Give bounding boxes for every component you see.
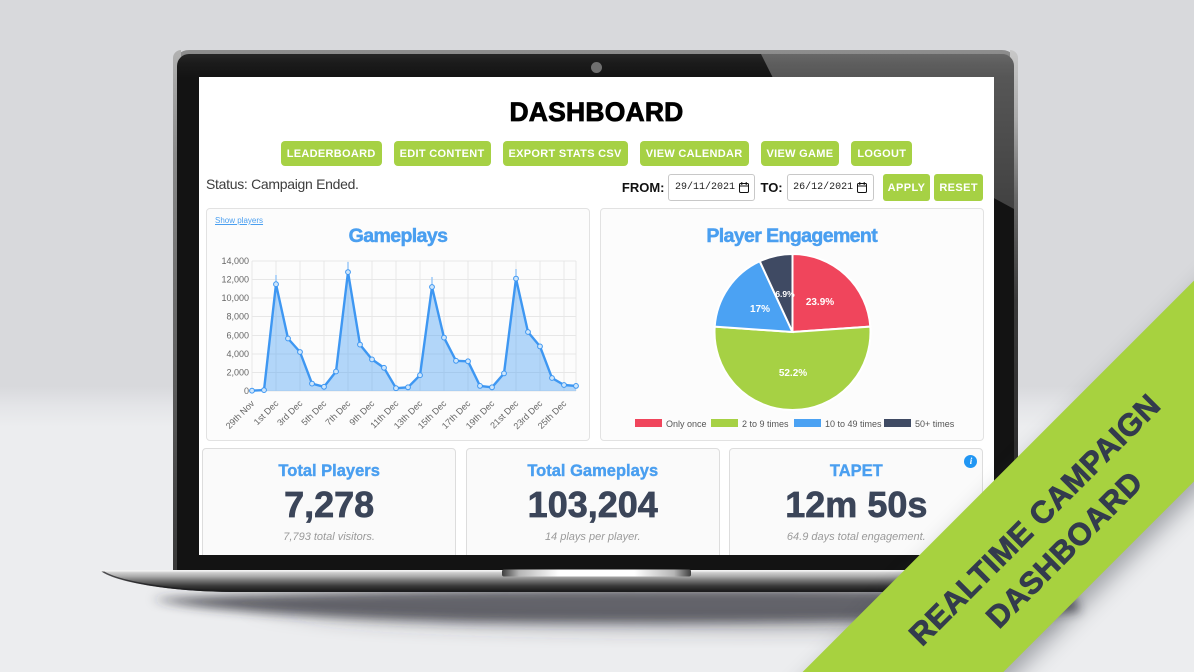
svg-text:52.2%: 52.2% [779, 368, 807, 379]
svg-text:6.9%: 6.9% [775, 289, 795, 299]
svg-text:17%: 17% [750, 304, 770, 315]
svg-text:2 to 9 times: 2 to 9 times [742, 419, 789, 429]
svg-text:6,000: 6,000 [226, 330, 249, 340]
svg-text:0: 0 [244, 386, 249, 396]
svg-text:29th Nov: 29th Nov [224, 398, 257, 431]
svg-text:3rd Dec: 3rd Dec [275, 398, 305, 428]
svg-text:23.9%: 23.9% [806, 297, 834, 308]
svg-text:2,000: 2,000 [226, 367, 249, 377]
svg-text:5th Dec: 5th Dec [299, 398, 328, 427]
svg-text:12,000: 12,000 [221, 275, 249, 285]
svg-text:10 to 49 times: 10 to 49 times [825, 419, 882, 429]
svg-text:4,000: 4,000 [226, 349, 249, 359]
svg-text:7th Dec: 7th Dec [323, 398, 352, 427]
svg-text:14,000: 14,000 [221, 256, 249, 266]
svg-text:50+ times: 50+ times [915, 419, 955, 429]
svg-text:10,000: 10,000 [221, 293, 249, 303]
svg-text:8,000: 8,000 [226, 312, 249, 322]
svg-text:Only once: Only once [666, 419, 707, 429]
